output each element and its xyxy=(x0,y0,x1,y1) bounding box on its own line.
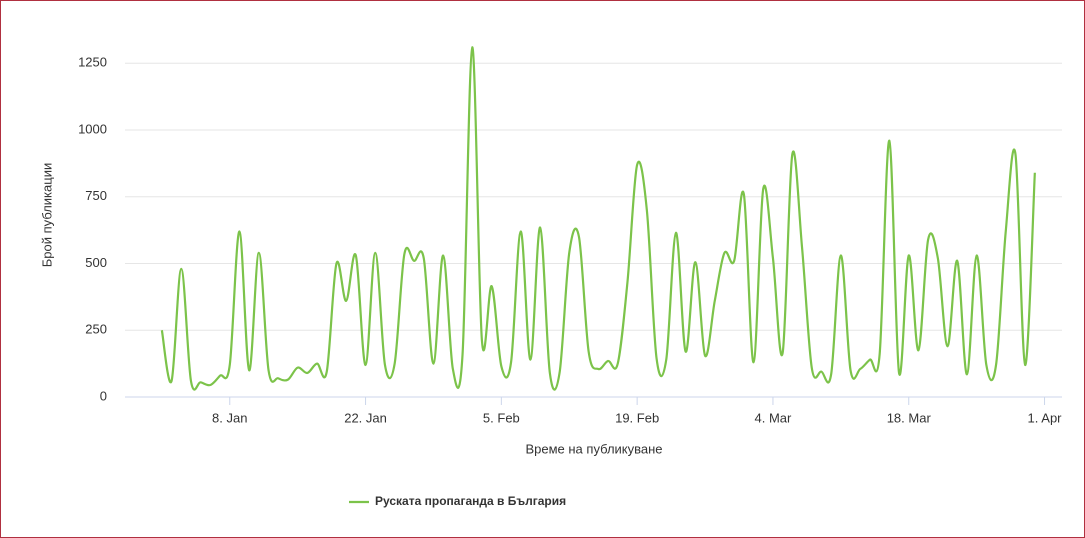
y-tick-label: 500 xyxy=(85,255,107,270)
y-tick-label: 1000 xyxy=(78,121,107,136)
y-tick-label: 750 xyxy=(85,188,107,203)
y-axis-label: Брой публикации xyxy=(39,163,54,267)
x-tick-label: 1. Apr xyxy=(1028,410,1063,425)
x-tick-label: 4. Mar xyxy=(755,410,793,425)
legend-item: Руската пропаганда в България xyxy=(375,494,566,508)
x-tick-label: 8. Jan xyxy=(212,410,247,425)
series-line xyxy=(160,46,1036,391)
x-tick-label: 18. Mar xyxy=(887,410,932,425)
x-tick-label: 5. Feb xyxy=(483,410,520,425)
x-tick-label: 22. Jan xyxy=(344,410,387,425)
x-axis-label: Време на публикуване xyxy=(525,441,662,456)
y-tick-label: 1250 xyxy=(78,55,107,70)
y-tick-label: 0 xyxy=(100,388,107,403)
y-tick-label: 250 xyxy=(85,322,107,337)
x-tick-label: 19. Feb xyxy=(615,410,659,425)
